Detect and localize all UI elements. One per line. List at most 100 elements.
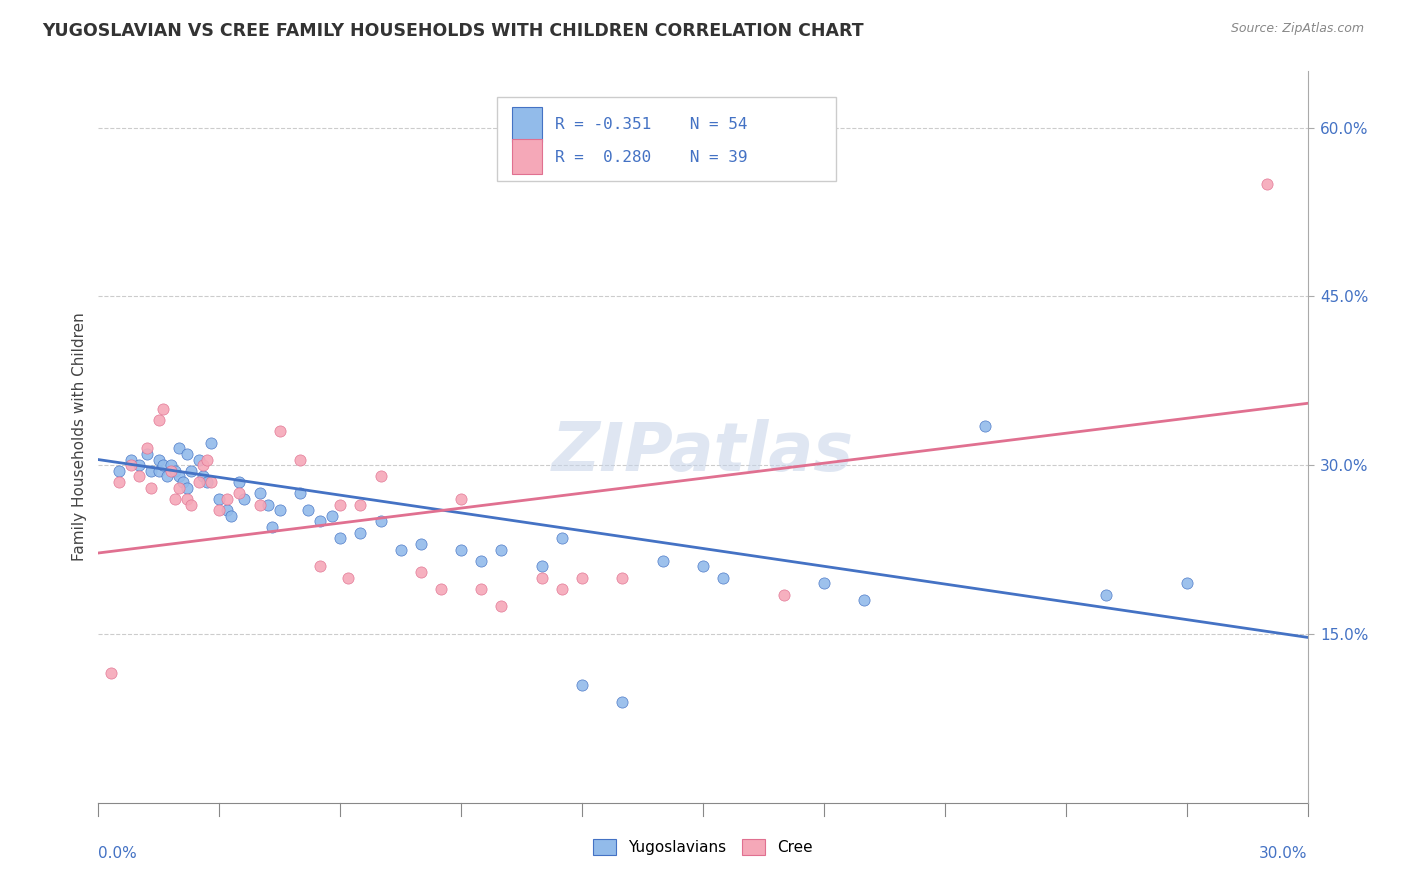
Point [612,694,634,708]
Text: 30.0%: 30.0% [1260,846,1308,861]
Point [370,469,392,483]
Point [195,475,218,489]
Point [288,452,311,467]
Text: YUGOSLAVIAN VS CREE FAMILY HOUSEHOLDS WITH CHILDREN CORRELATION CHART: YUGOSLAVIAN VS CREE FAMILY HOUSEHOLDS WI… [42,22,863,40]
Point [176,481,198,495]
Point [167,481,190,495]
Point [163,464,186,478]
Point [551,532,574,546]
Point [530,571,553,585]
Point [1256,177,1278,191]
Point [491,542,513,557]
Point [188,475,211,489]
FancyBboxPatch shape [512,107,543,143]
Point [148,413,170,427]
Point [221,508,243,523]
Point [337,571,360,585]
Text: Source: ZipAtlas.com: Source: ZipAtlas.com [1230,22,1364,36]
Point [430,582,453,596]
Text: R = -0.351    N = 54: R = -0.351 N = 54 [555,117,748,132]
Point [349,525,371,540]
FancyBboxPatch shape [498,97,837,181]
Point [156,469,179,483]
Point [853,593,876,607]
Point [208,503,231,517]
Point [217,491,239,506]
Point [217,503,239,517]
Point [389,542,412,557]
Point [409,565,432,579]
Point [450,491,472,506]
Point [571,571,593,585]
Point [249,486,271,500]
Point [772,588,794,602]
Point [167,442,190,456]
Point [571,678,593,692]
Point [329,532,352,546]
Point [107,464,129,478]
Point [148,464,170,478]
Point [309,559,332,574]
Point [409,537,432,551]
Point [172,475,194,489]
Point [180,498,202,512]
Point [260,520,283,534]
Point [309,515,332,529]
Point [288,486,311,500]
Point [269,503,291,517]
Point [232,491,254,506]
Point [321,508,343,523]
Point [228,475,250,489]
Text: ZIPatlas: ZIPatlas [553,418,853,484]
Point [1095,588,1118,602]
Point [269,425,291,439]
Point [176,447,198,461]
Point [470,582,492,596]
Point [208,491,231,506]
Point [152,401,174,416]
Point [107,475,129,489]
Point [329,498,352,512]
Point [193,469,215,483]
Point [450,542,472,557]
Point [120,452,142,467]
Point [135,447,157,461]
Point [163,491,186,506]
Point [692,559,714,574]
FancyBboxPatch shape [512,138,543,174]
Point [349,498,371,512]
Point [612,571,634,585]
Point [974,418,997,433]
Point [491,599,513,613]
Point [128,458,150,473]
Point [651,554,673,568]
Point [167,469,190,483]
Text: R =  0.280    N = 39: R = 0.280 N = 39 [555,150,748,165]
Point [139,481,162,495]
Point [160,464,183,478]
Point [711,571,734,585]
Y-axis label: Family Households with Children: Family Households with Children [72,313,87,561]
Point [100,666,122,681]
Point [813,576,835,591]
Point [200,475,222,489]
Point [120,458,142,473]
Point [249,498,271,512]
Point [152,458,174,473]
Text: 0.0%: 0.0% [98,846,138,861]
Point [195,452,218,467]
Point [193,458,215,473]
Point [256,498,278,512]
Point [470,554,492,568]
Point [160,458,183,473]
Point [228,486,250,500]
Point [176,491,198,506]
Point [139,464,162,478]
Point [188,452,211,467]
Legend: Yugoslavians, Cree: Yugoslavians, Cree [588,833,818,861]
Point [135,442,157,456]
Point [180,464,202,478]
Point [297,503,319,517]
Point [200,435,222,450]
Point [370,515,392,529]
